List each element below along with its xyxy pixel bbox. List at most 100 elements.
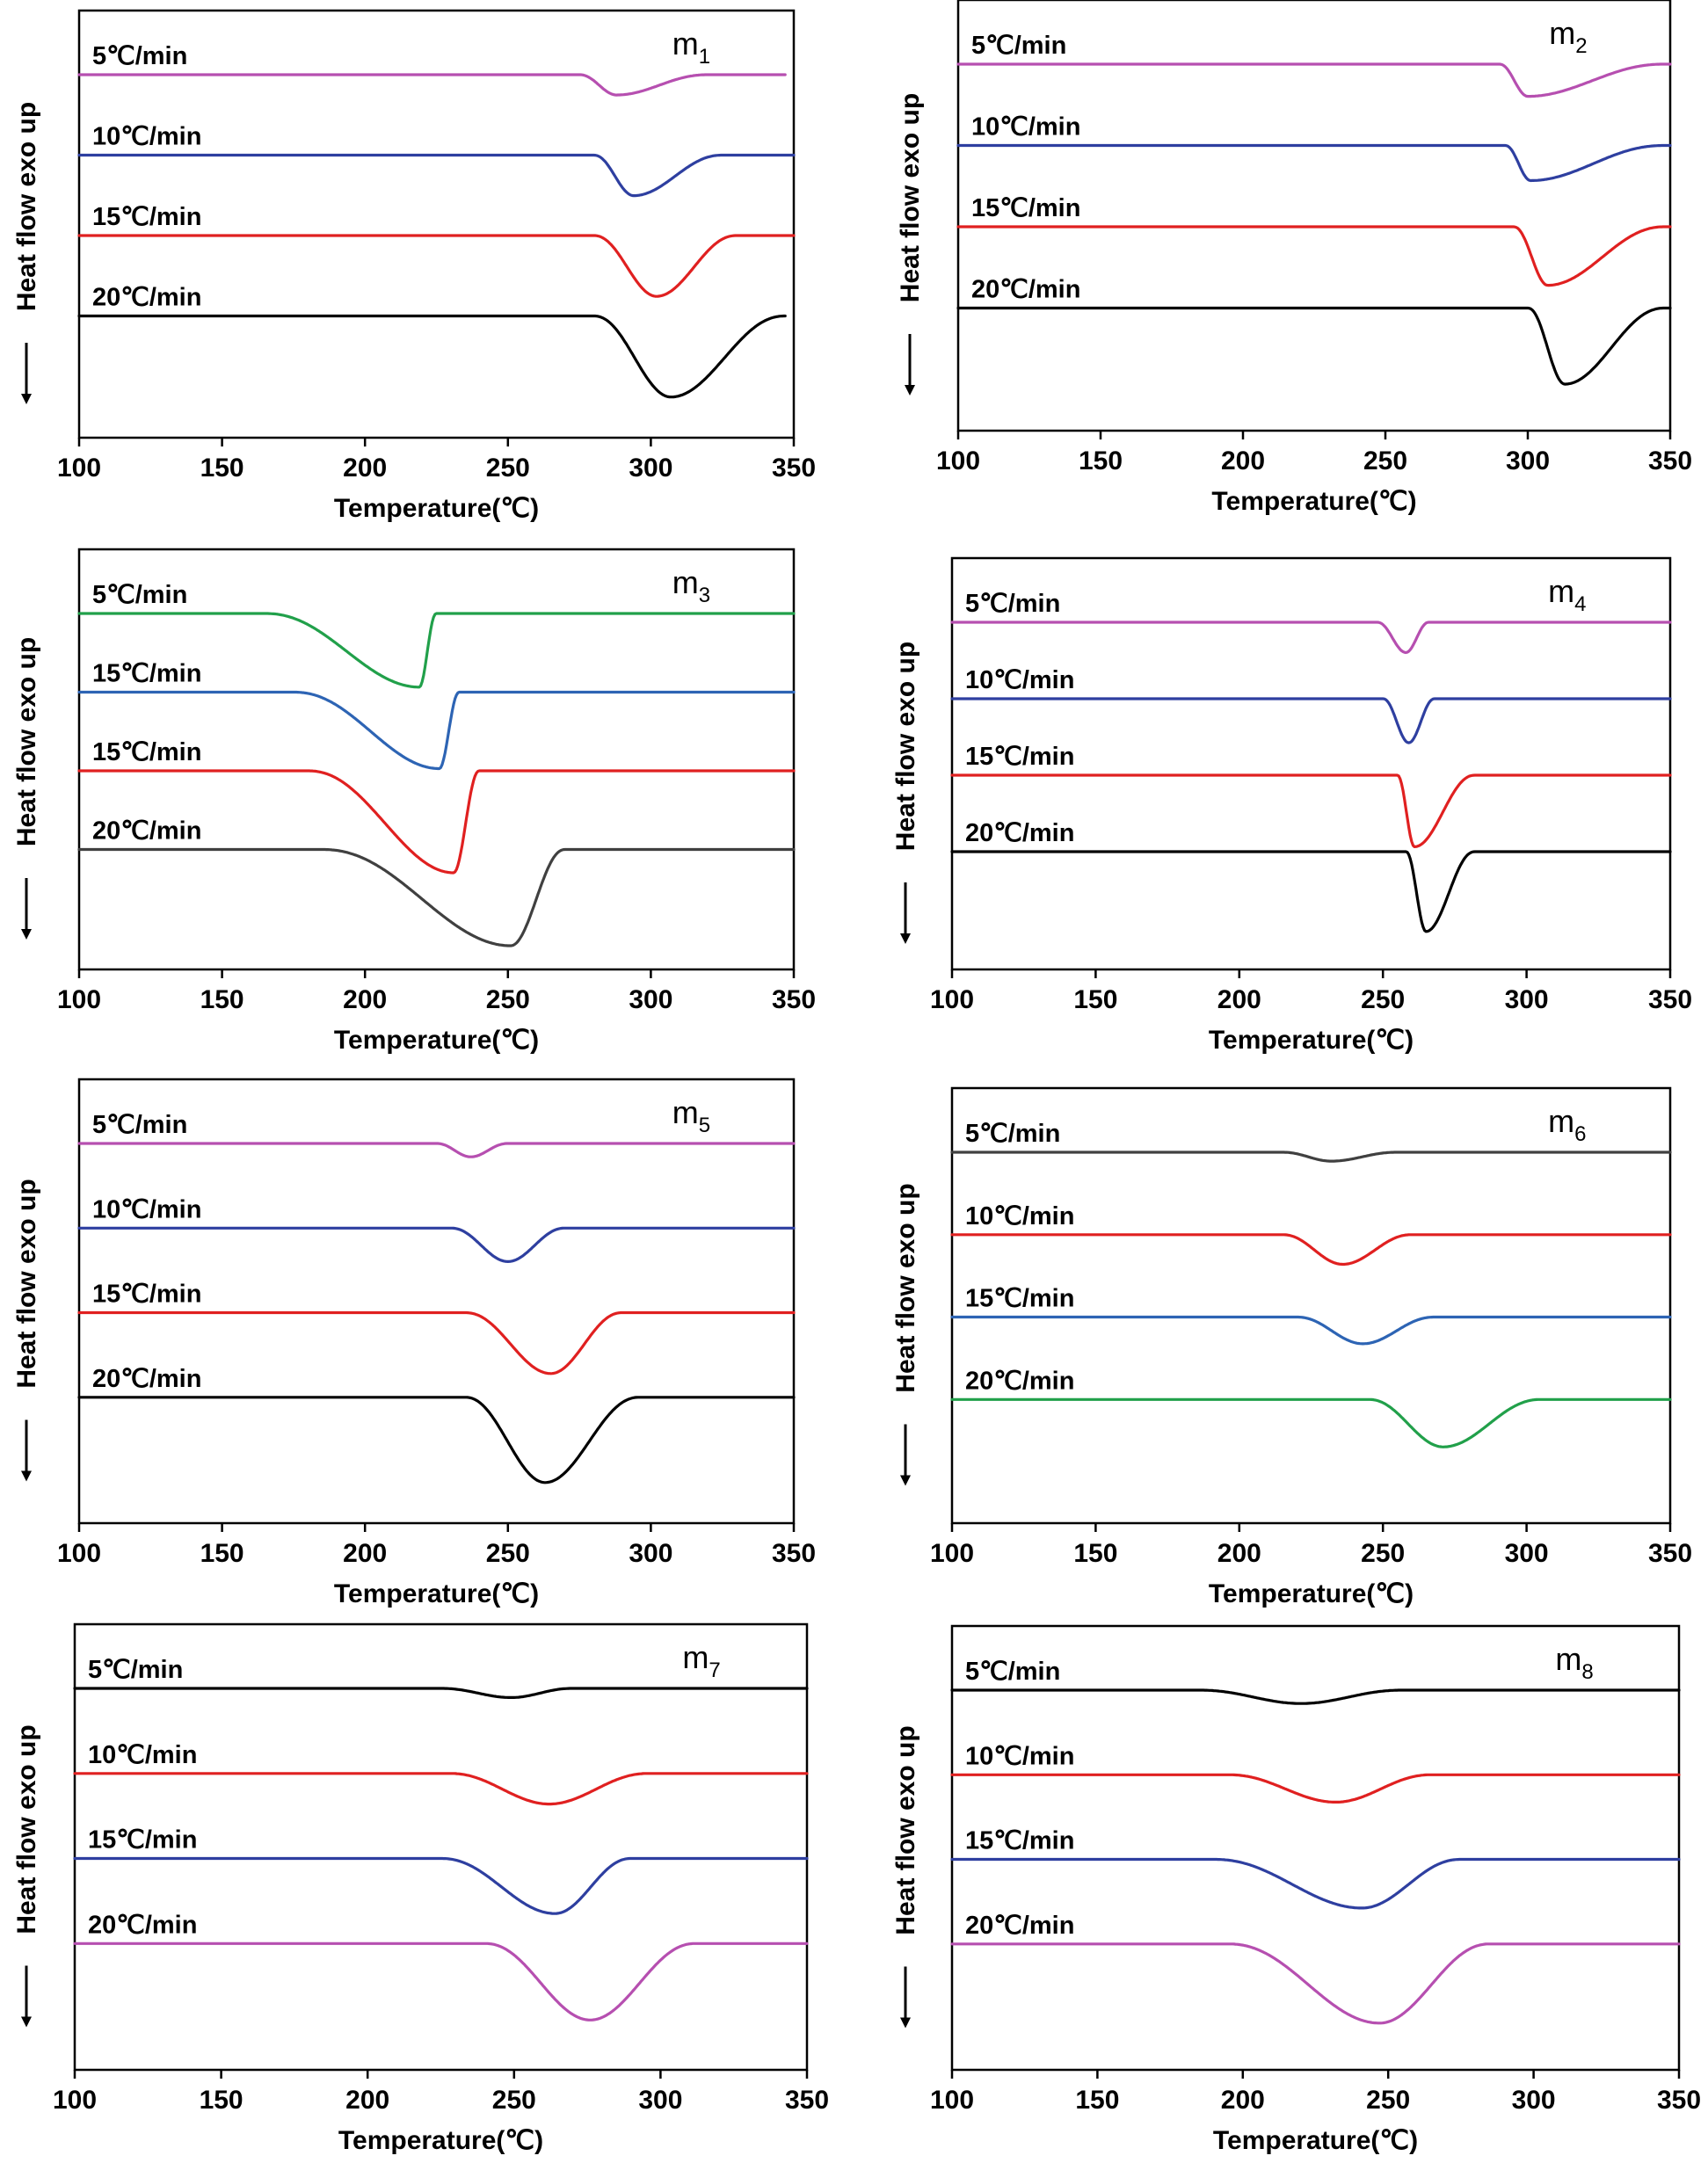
x-tick-label: 250 xyxy=(1361,1539,1405,1568)
y-axis-label: Heat flow exo up xyxy=(12,1724,41,1934)
x-tick-label: 200 xyxy=(345,2086,389,2115)
x-axis-label: Temperature(℃) xyxy=(1213,2126,1418,2155)
x-tick-label: 200 xyxy=(343,1539,387,1568)
series-label: 10℃/min xyxy=(92,1195,201,1223)
series-line xyxy=(950,773,1672,848)
x-tick-label: 150 xyxy=(1073,1539,1117,1568)
plot-frame xyxy=(950,556,1672,971)
panel-title-sub: 3 xyxy=(699,584,710,607)
series-line xyxy=(77,690,796,771)
x-tick-label: 250 xyxy=(1361,985,1405,1014)
x-axis-label: Temperature(℃) xyxy=(334,1579,539,1608)
series-label: 15℃/min xyxy=(92,738,201,766)
series-line xyxy=(77,1142,796,1158)
x-tick-label: 150 xyxy=(200,454,244,483)
x-tick-label: 150 xyxy=(1079,446,1123,475)
series-line xyxy=(77,612,796,689)
chart-panel-3: 100 150 200 250 300 350 Temperature(℃) Heat flo… xyxy=(12,548,816,1055)
panel-title: m7 xyxy=(682,1639,720,1682)
chart-panel-2: 100 150 200 250 300 350 Temperature(℃) Heat flo… xyxy=(896,0,1692,516)
x-tick-label: 300 xyxy=(629,1539,672,1568)
x-tick-label: 150 xyxy=(1073,985,1117,1014)
panel-title: m3 xyxy=(672,564,710,607)
x-tick-label: 200 xyxy=(1221,446,1265,475)
series-line xyxy=(73,1856,809,1915)
series-line xyxy=(950,1150,1672,1163)
down-arrow-head-icon xyxy=(900,2017,911,2029)
panel-title-main: m xyxy=(672,564,699,600)
plot-frame xyxy=(950,1086,1672,1525)
x-tick-label: 250 xyxy=(486,454,530,483)
series-label: 15℃/min xyxy=(965,1827,1074,1855)
x-tick-label: 200 xyxy=(343,454,387,483)
series-label: 5℃/min xyxy=(92,581,187,609)
x-tick-label: 350 xyxy=(785,2086,829,2115)
x-tick-label: 150 xyxy=(200,1539,244,1568)
x-tick-label: 350 xyxy=(772,454,816,483)
series-line xyxy=(950,621,1672,655)
panel-title: m2 xyxy=(1549,15,1587,58)
series-line xyxy=(950,1233,1672,1267)
x-tick-label: 200 xyxy=(343,985,387,1014)
panel-title-sub: 5 xyxy=(699,1114,710,1137)
x-axis-label: Temperature(℃) xyxy=(1211,487,1416,516)
x-tick-label: 100 xyxy=(57,1539,101,1568)
panel-title-sub: 8 xyxy=(1581,1660,1593,1684)
x-tick-label: 100 xyxy=(930,1539,974,1568)
series-line xyxy=(950,697,1672,744)
panel-title-sub: 1 xyxy=(699,45,710,69)
plot-frame xyxy=(950,1624,1681,2072)
down-arrow-head-icon xyxy=(21,2016,32,2028)
series-label: 20℃/min xyxy=(965,819,1074,847)
plot-frame xyxy=(73,1622,809,2072)
panel-title-sub: 4 xyxy=(1574,592,1586,616)
series-label: 20℃/min xyxy=(965,1912,1074,1940)
series-label: 15℃/min xyxy=(92,660,201,688)
series-line xyxy=(73,1687,809,1699)
series-line xyxy=(77,73,787,97)
x-tick-label: 350 xyxy=(1648,446,1692,475)
series-label: 5℃/min xyxy=(965,1658,1060,1686)
x-tick-label: 300 xyxy=(629,454,672,483)
chart-panel-4: 100 150 200 250 300 350 Temperature(℃) Heat flo… xyxy=(891,556,1692,1055)
series-line xyxy=(950,1773,1681,1804)
y-axis-label: Heat flow exo up xyxy=(12,1179,41,1388)
x-tick-label: 250 xyxy=(486,1539,530,1568)
x-tick-label: 100 xyxy=(936,446,980,475)
series-line xyxy=(956,143,1672,183)
series-label: 10℃/min xyxy=(88,1741,197,1769)
down-arrow-head-icon xyxy=(905,385,915,396)
series-label: 15℃/min xyxy=(88,1826,197,1855)
series-label: 5℃/min xyxy=(92,1111,187,1139)
series-line xyxy=(77,234,796,298)
series-line xyxy=(950,1942,1681,2025)
chart-panel-7: 100 150 200 250 300 350 Temperature(℃) Heat flo… xyxy=(12,1622,829,2155)
series-label: 10℃/min xyxy=(971,113,1080,142)
x-tick-label: 250 xyxy=(1366,2086,1410,2115)
plot-frame xyxy=(77,548,796,971)
series-label: 20℃/min xyxy=(92,284,201,312)
series-label: 10℃/min xyxy=(92,123,201,151)
series-label: 5℃/min xyxy=(965,590,1060,618)
series-label: 5℃/min xyxy=(965,1120,1060,1148)
series-line xyxy=(77,153,796,198)
x-tick-label: 350 xyxy=(1648,985,1692,1014)
panel-title-main: m xyxy=(682,1639,709,1675)
x-tick-label: 100 xyxy=(53,2086,97,2115)
down-arrow-head-icon xyxy=(900,1475,911,1486)
panel-title-sub: 6 xyxy=(1574,1122,1586,1146)
series-label: 5℃/min xyxy=(92,42,187,70)
series-label: 15℃/min xyxy=(92,1281,201,1309)
x-tick-label: 100 xyxy=(57,985,101,1014)
series-line xyxy=(950,1857,1681,1910)
series-line xyxy=(956,306,1672,386)
plot-frame xyxy=(77,9,796,439)
panel-title-main: m xyxy=(672,25,699,62)
series-label: 20℃/min xyxy=(88,1911,197,1939)
panel-title-sub: 7 xyxy=(709,1659,720,1682)
x-tick-label: 300 xyxy=(629,985,672,1014)
x-tick-label: 250 xyxy=(492,2086,536,2115)
series-line xyxy=(77,1226,796,1263)
x-tick-label: 300 xyxy=(1505,985,1549,1014)
